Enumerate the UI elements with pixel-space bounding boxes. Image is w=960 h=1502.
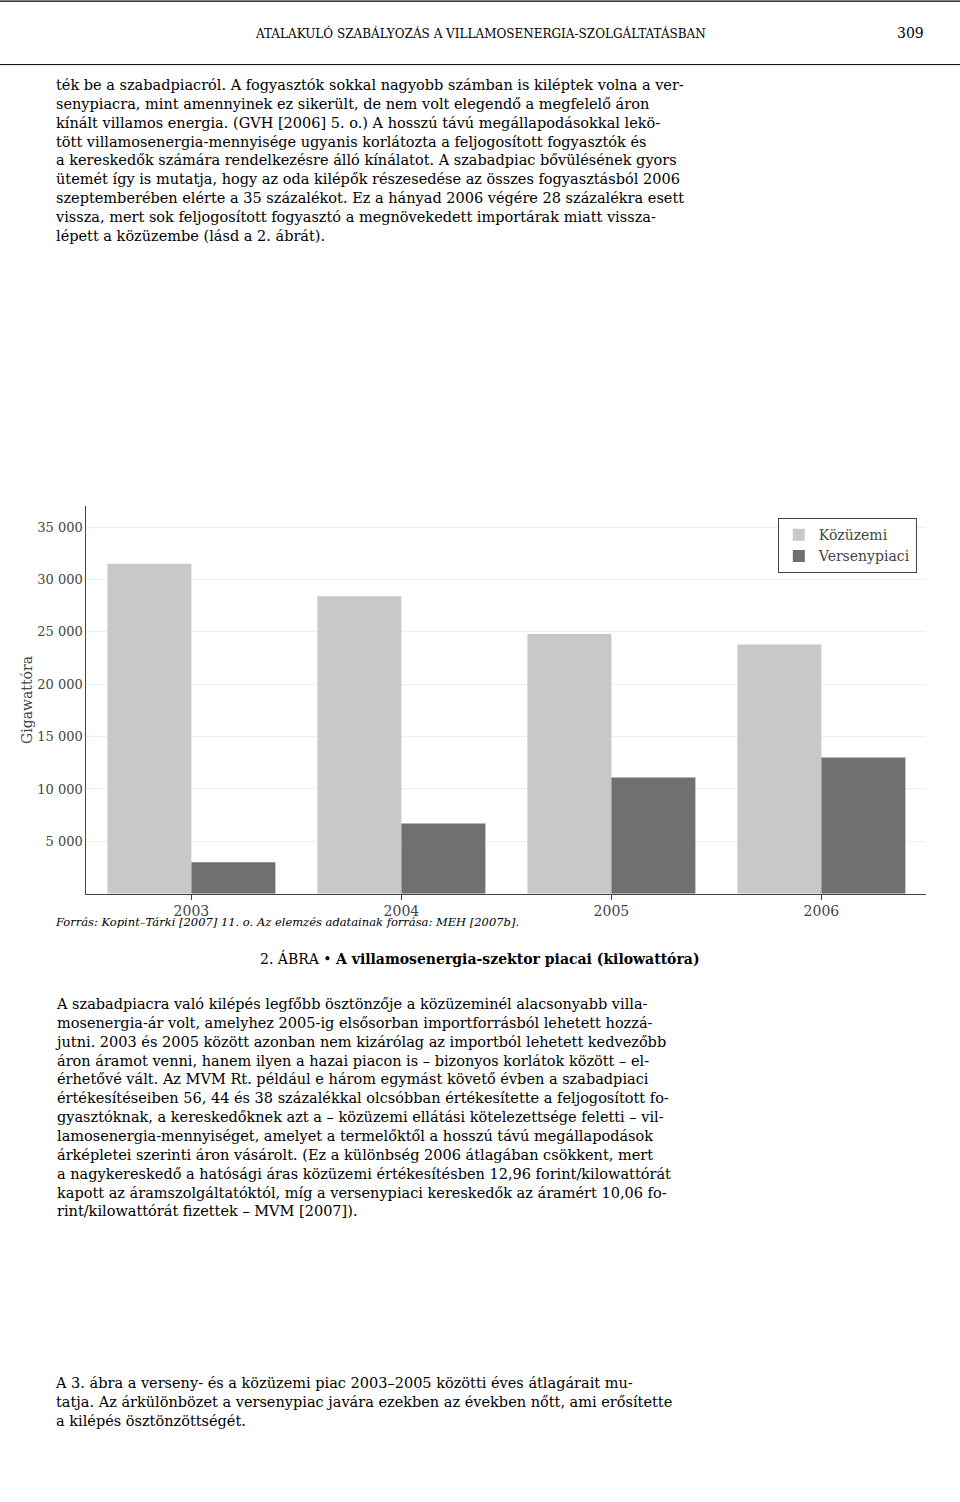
svg-text:2005: 2005 [594,903,630,919]
svg-text:5 000: 5 000 [46,834,83,849]
svg-text:ték be a szabadpiacról. A fogy: ték be a szabadpiacról. A fogyasztók sok… [55,77,684,244]
svg-text:309: 309 [897,25,924,41]
svg-text:30 000: 30 000 [37,572,83,587]
svg-text:2003: 2003 [174,903,210,919]
svg-text:2. ÁBRA • A villamosenergia-sz: 2. ÁBRA • A villamosenergia-szektor piac… [260,950,700,967]
svg-text:2006: 2006 [804,903,840,919]
svg-text:25 000: 25 000 [37,624,83,639]
svg-text:Versenypiaci: Versenypiaci [818,548,910,564]
svg-text:ATALAKULÓ SZABÁLYOZÁS A VILLAM: ATALAKULÓ SZABÁLYOZÁS A VILLAMOSENERGIA-… [255,25,706,41]
svg-text:15 000: 15 000 [37,729,83,744]
svg-text:Gigawattóra: Gigawattóra [19,656,35,744]
svg-text:A 3. ábra a verseny- és a közü: A 3. ábra a verseny- és a közüzemi piac … [55,1375,672,1429]
svg-text:20 000: 20 000 [37,677,83,692]
svg-text:Forrás: Kopint–Tárki [2007] 11: Forrás: Kopint–Tárki [2007] 11. o. Az el… [55,915,519,929]
svg-text:Közüzemi: Közüzemi [819,527,888,543]
svg-text:A szabadpiacra való kilépés le: A szabadpiacra való kilépés legfőbb öszt… [55,996,671,1219]
svg-text:35 000: 35 000 [37,520,83,535]
svg-text:2004: 2004 [384,903,420,919]
svg-text:10 000: 10 000 [37,782,83,797]
